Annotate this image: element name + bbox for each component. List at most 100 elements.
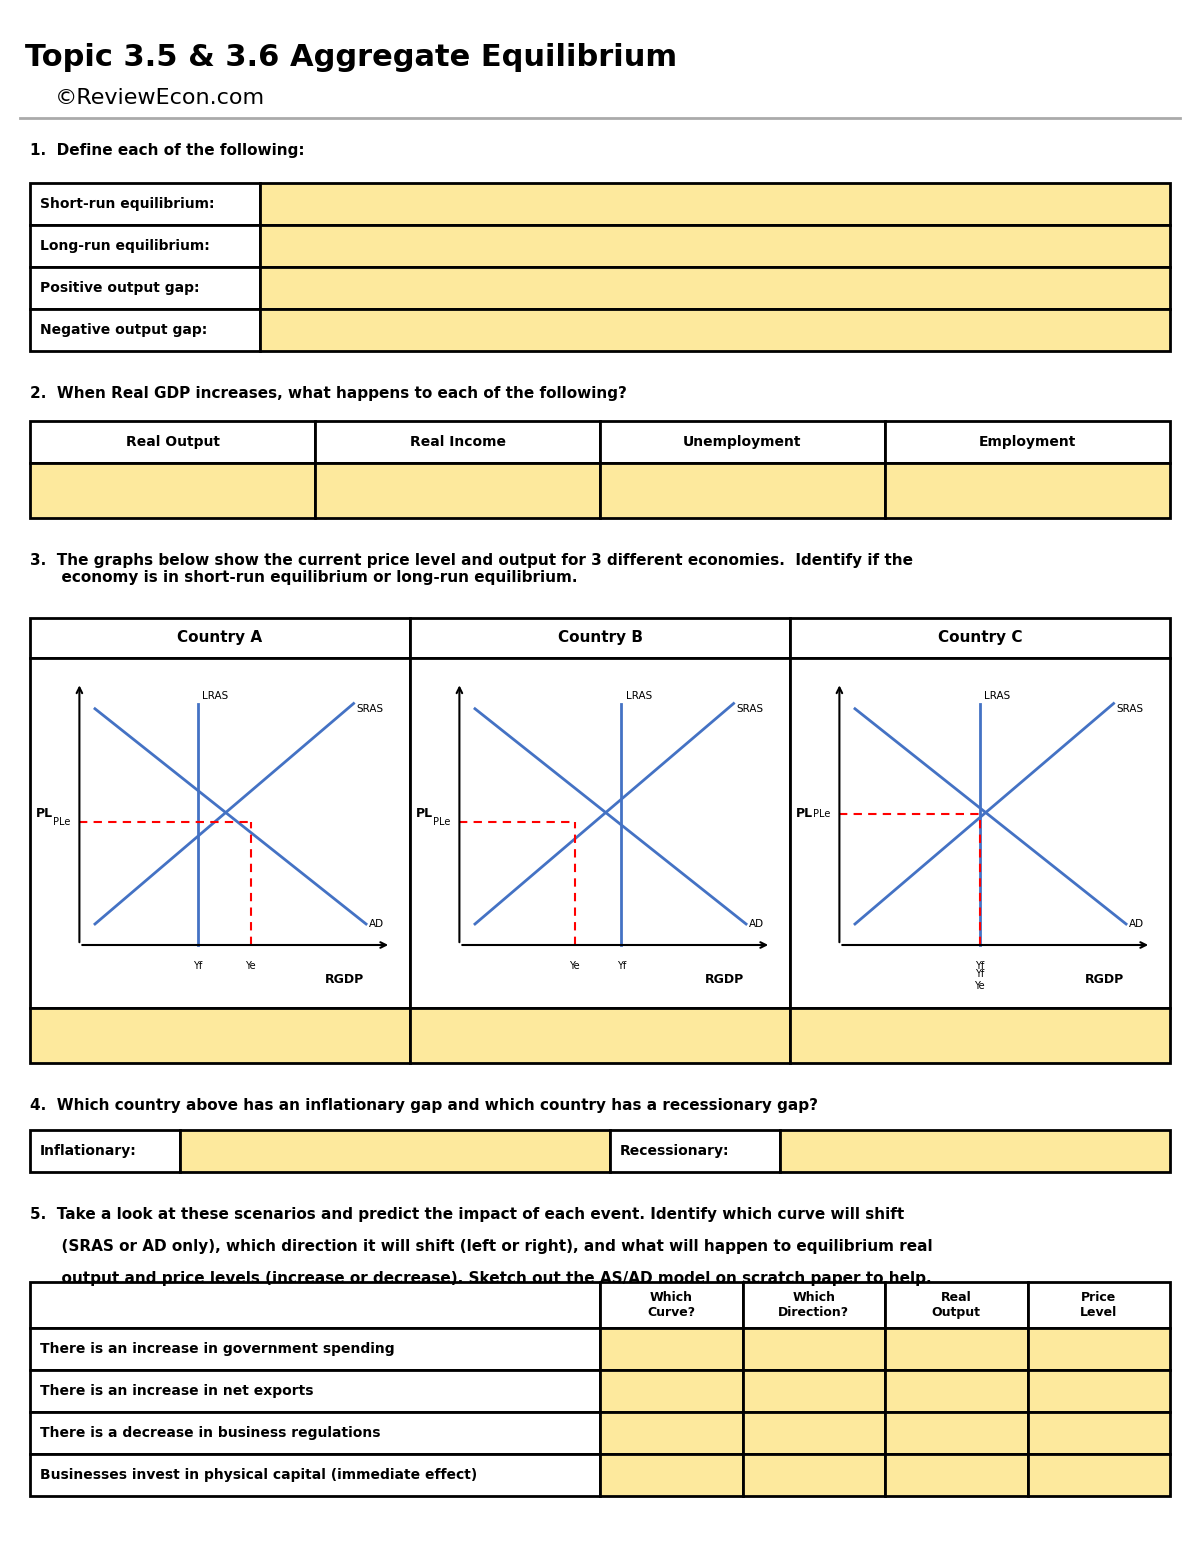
FancyBboxPatch shape	[30, 1370, 600, 1412]
FancyBboxPatch shape	[30, 1454, 600, 1496]
Text: SRAS: SRAS	[1117, 704, 1144, 713]
FancyBboxPatch shape	[30, 463, 314, 519]
Text: There is an increase in net exports: There is an increase in net exports	[40, 1384, 313, 1398]
Text: AD: AD	[1129, 919, 1145, 929]
FancyBboxPatch shape	[1027, 1412, 1170, 1454]
FancyBboxPatch shape	[600, 1370, 743, 1412]
FancyBboxPatch shape	[410, 658, 790, 1008]
FancyBboxPatch shape	[886, 1412, 1027, 1454]
Text: 3.  The graphs below show the current price level and output for 3 different eco: 3. The graphs below show the current pri…	[30, 553, 913, 585]
FancyBboxPatch shape	[30, 1131, 180, 1173]
Text: Long-run equilibrium:: Long-run equilibrium:	[40, 239, 210, 253]
Text: Ye: Ye	[246, 961, 256, 971]
FancyBboxPatch shape	[886, 1370, 1027, 1412]
FancyBboxPatch shape	[743, 1328, 886, 1370]
FancyBboxPatch shape	[260, 225, 1170, 267]
FancyBboxPatch shape	[1027, 1281, 1170, 1328]
FancyBboxPatch shape	[790, 658, 1170, 1008]
FancyBboxPatch shape	[600, 463, 886, 519]
FancyBboxPatch shape	[743, 1281, 886, 1328]
FancyBboxPatch shape	[410, 618, 790, 658]
FancyBboxPatch shape	[180, 1131, 610, 1173]
Text: RGDP: RGDP	[325, 974, 364, 986]
FancyBboxPatch shape	[30, 618, 410, 658]
FancyBboxPatch shape	[886, 1328, 1027, 1370]
Text: Recessionary:: Recessionary:	[620, 1145, 730, 1159]
Text: Yf: Yf	[974, 961, 984, 971]
Text: Country A: Country A	[178, 631, 263, 646]
FancyBboxPatch shape	[1027, 1328, 1170, 1370]
FancyBboxPatch shape	[600, 1412, 743, 1454]
Text: Ye: Ye	[569, 961, 580, 971]
Text: Inflationary:: Inflationary:	[40, 1145, 137, 1159]
Text: Short-run equilibrium:: Short-run equilibrium:	[40, 197, 215, 211]
Text: Real Income: Real Income	[409, 435, 505, 449]
Text: Real
Output: Real Output	[931, 1291, 980, 1318]
Text: PL: PL	[797, 808, 814, 820]
Text: SRAS: SRAS	[356, 704, 384, 713]
FancyBboxPatch shape	[30, 225, 260, 267]
Text: There is an increase in government spending: There is an increase in government spend…	[40, 1342, 395, 1356]
Text: RGDP: RGDP	[1085, 974, 1124, 986]
FancyBboxPatch shape	[610, 1131, 780, 1173]
FancyBboxPatch shape	[260, 267, 1170, 309]
FancyBboxPatch shape	[314, 463, 600, 519]
Text: Yf
Ye: Yf Ye	[974, 969, 985, 991]
FancyBboxPatch shape	[30, 658, 410, 1008]
FancyBboxPatch shape	[780, 1131, 1170, 1173]
Text: Businesses invest in physical capital (immediate effect): Businesses invest in physical capital (i…	[40, 1468, 478, 1482]
FancyBboxPatch shape	[1027, 1370, 1170, 1412]
FancyBboxPatch shape	[1027, 1454, 1170, 1496]
FancyBboxPatch shape	[600, 1328, 743, 1370]
Text: PLe: PLe	[433, 817, 450, 826]
Text: AD: AD	[749, 919, 764, 929]
Text: Negative output gap:: Negative output gap:	[40, 323, 208, 337]
FancyBboxPatch shape	[790, 618, 1170, 658]
FancyBboxPatch shape	[600, 1281, 743, 1328]
Text: Which
Direction?: Which Direction?	[778, 1291, 850, 1318]
FancyBboxPatch shape	[30, 421, 314, 463]
Text: PLe: PLe	[812, 809, 830, 818]
Text: Real Output: Real Output	[126, 435, 220, 449]
Text: Which
Curve?: Which Curve?	[647, 1291, 695, 1318]
Text: 4.  Which country above has an inflationary gap and which country has a recessio: 4. Which country above has an inflationa…	[30, 1098, 818, 1114]
Text: Unemployment: Unemployment	[683, 435, 802, 449]
FancyBboxPatch shape	[30, 1281, 600, 1328]
Text: Yf: Yf	[193, 961, 203, 971]
FancyBboxPatch shape	[30, 1412, 600, 1454]
Text: PL: PL	[416, 808, 433, 820]
Text: PL: PL	[36, 808, 53, 820]
FancyBboxPatch shape	[886, 1281, 1027, 1328]
Text: Price
Level: Price Level	[1080, 1291, 1117, 1318]
Text: 5.  Take a look at these scenarios and predict the impact of each event. Identif: 5. Take a look at these scenarios and pr…	[30, 1207, 905, 1222]
FancyBboxPatch shape	[600, 1454, 743, 1496]
FancyBboxPatch shape	[30, 309, 260, 351]
Text: output and price levels (increase or decrease). Sketch out the AS/AD model on sc: output and price levels (increase or dec…	[30, 1270, 931, 1286]
Text: LRAS: LRAS	[203, 691, 229, 700]
FancyBboxPatch shape	[743, 1454, 886, 1496]
Text: AD: AD	[370, 919, 384, 929]
Text: SRAS: SRAS	[737, 704, 764, 713]
Text: (SRAS or AD only), which direction it will shift (left or right), and what will : (SRAS or AD only), which direction it wi…	[30, 1239, 932, 1253]
FancyBboxPatch shape	[790, 1008, 1170, 1062]
FancyBboxPatch shape	[314, 421, 600, 463]
Text: Topic 3.5 & 3.6 Aggregate Equilibrium: Topic 3.5 & 3.6 Aggregate Equilibrium	[25, 43, 677, 71]
FancyBboxPatch shape	[743, 1412, 886, 1454]
Text: PLe: PLe	[53, 817, 70, 826]
Text: There is a decrease in business regulations: There is a decrease in business regulati…	[40, 1426, 380, 1440]
Text: LRAS: LRAS	[626, 691, 653, 700]
Text: Yf: Yf	[617, 961, 626, 971]
FancyBboxPatch shape	[743, 1370, 886, 1412]
Text: 2.  When Real GDP increases, what happens to each of the following?: 2. When Real GDP increases, what happens…	[30, 387, 626, 401]
FancyBboxPatch shape	[410, 1008, 790, 1062]
Text: Country C: Country C	[937, 631, 1022, 646]
FancyBboxPatch shape	[886, 463, 1170, 519]
FancyBboxPatch shape	[260, 183, 1170, 225]
FancyBboxPatch shape	[600, 421, 886, 463]
Text: 1.  Define each of the following:: 1. Define each of the following:	[30, 143, 305, 158]
Text: Country B: Country B	[558, 631, 642, 646]
FancyBboxPatch shape	[30, 1008, 410, 1062]
Text: Positive output gap:: Positive output gap:	[40, 281, 199, 295]
FancyBboxPatch shape	[30, 1328, 600, 1370]
FancyBboxPatch shape	[260, 309, 1170, 351]
